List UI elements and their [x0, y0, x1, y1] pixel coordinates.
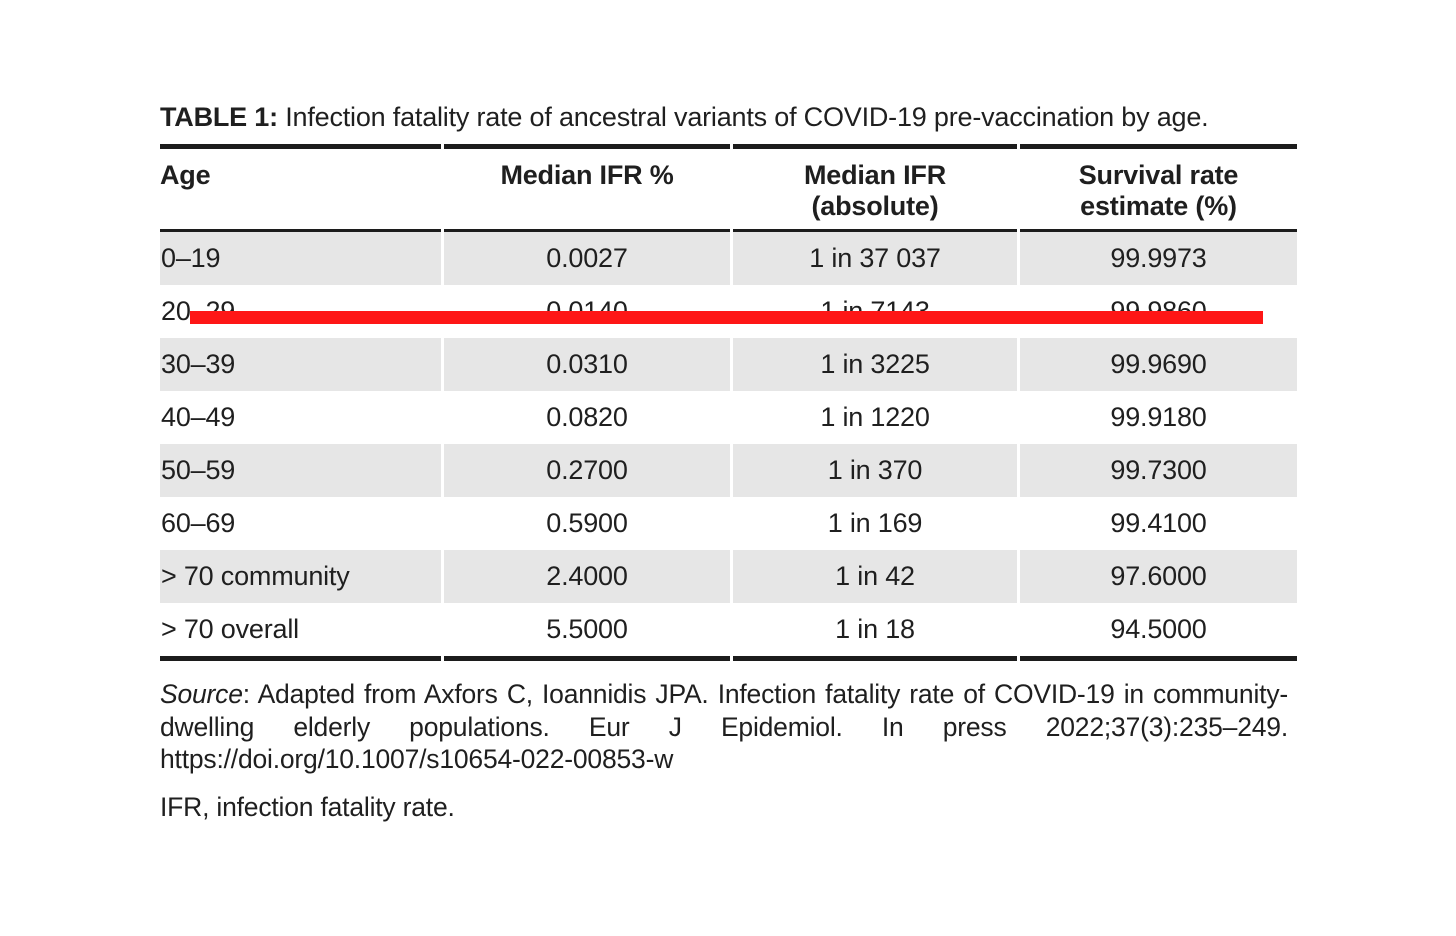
ifr-table: Age Median IFR % Median IFR (absolute) S…	[157, 144, 1300, 661]
ifr-abs-cell: 1 in 18	[733, 603, 1017, 661]
survival-cell: 99.4100	[1110, 508, 1207, 538]
age-cell: 50–59	[160, 444, 441, 497]
ifr-pct-cell: 0.2700	[444, 444, 730, 497]
ifr-abs-cell: 1 in 169	[827, 508, 923, 538]
ifr-pct-cell: 0.0027	[444, 232, 730, 285]
table-header-row: Age Median IFR % Median IFR (absolute) S…	[160, 144, 1297, 232]
survival-cell: 99.9973	[1020, 232, 1297, 285]
age-cell: 60–69	[161, 508, 236, 538]
table-row: 50–59 0.2700 1 in 370 99.7300	[160, 444, 1297, 497]
age-cell: 30–39	[160, 338, 441, 391]
age-cell: > 70 overall	[160, 603, 441, 661]
ifr-pct-cell: 5.5000	[444, 603, 730, 661]
survival-cell: 99.9690	[1020, 338, 1297, 391]
table-row: 40–49 0.0820 1 in 1220 99.9180	[160, 391, 1297, 444]
ifr-abs-cell: 1 in 3225	[733, 338, 1017, 391]
header-median-ifr-absolute: Median IFR (absolute)	[733, 144, 1017, 232]
survival-cell: 97.6000	[1020, 550, 1297, 603]
ifr-pct-cell: 0.0310	[444, 338, 730, 391]
source-note: Source: Adapted from Axfors C, Ioannidis…	[160, 678, 1288, 776]
source-text: : Adapted from Axfors C, Ioannidis JPA. …	[160, 679, 1288, 774]
header-survival-rate: Survival rate estimate (%)	[1020, 144, 1297, 232]
survival-cell: 94.5000	[1020, 603, 1297, 661]
age-cell: 40–49	[161, 402, 236, 432]
age-cell: > 70 community	[160, 550, 441, 603]
ifr-pct-cell: 2.4000	[444, 550, 730, 603]
survival-cell: 99.9180	[1110, 402, 1207, 432]
ifr-abs-cell: 1 in 42	[733, 550, 1017, 603]
table-caption: TABLE 1: Infection fatality rate of ance…	[160, 100, 1288, 134]
table-row: > 70 overall 5.5000 1 in 18 94.5000	[160, 603, 1297, 661]
table-row: > 70 community 2.4000 1 in 42 97.6000	[160, 550, 1297, 603]
ifr-pct-cell: 0.5900	[546, 508, 628, 538]
age-cell: 0–19	[160, 232, 441, 285]
ifr-pct-cell: 0.0820	[546, 402, 628, 432]
abbreviation-note: IFR, infection fatality rate.	[160, 791, 455, 822]
source-label: Source	[160, 679, 243, 709]
table-caption-label: TABLE 1:	[160, 102, 278, 132]
ifr-abs-cell: 1 in 1220	[820, 402, 930, 432]
header-age: Age	[160, 144, 441, 232]
ifr-abs-cell: 1 in 370	[733, 444, 1017, 497]
table-caption-text: Infection fatality rate of ancestral var…	[277, 102, 1209, 132]
table-row: 0–19 0.0027 1 in 37 037 99.9973	[160, 232, 1297, 285]
table-row: 30–39 0.0310 1 in 3225 99.9690	[160, 338, 1297, 391]
table-figure: TABLE 1: Infection fatality rate of ance…	[160, 100, 1297, 823]
ifr-abs-cell: 1 in 37 037	[733, 232, 1017, 285]
survival-cell: 99.7300	[1020, 444, 1297, 497]
red-annotation-underline	[190, 311, 1263, 324]
table-row: 60–69 0.5900 1 in 169 99.4100	[160, 497, 1297, 550]
header-median-ifr-pct: Median IFR %	[444, 144, 730, 232]
